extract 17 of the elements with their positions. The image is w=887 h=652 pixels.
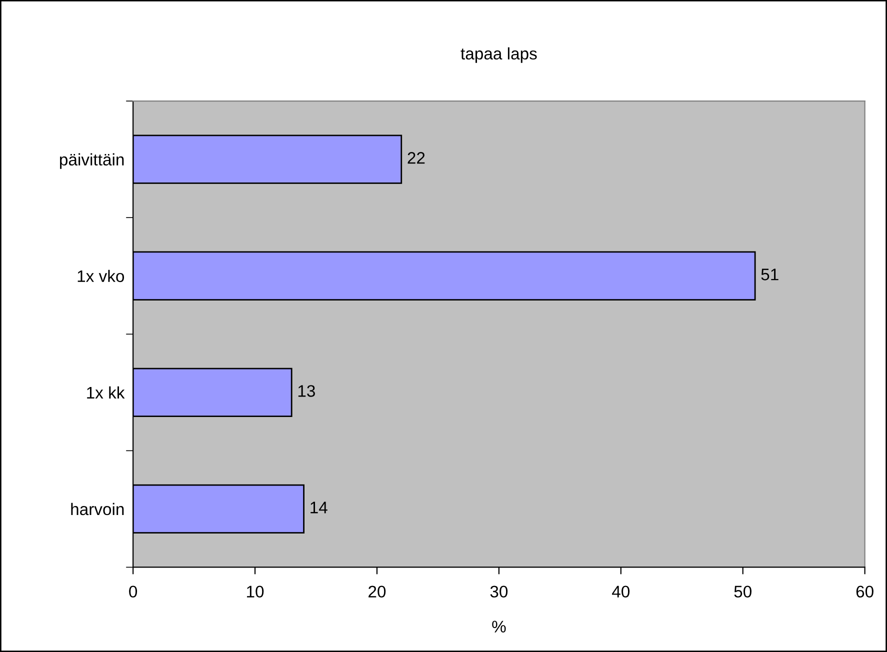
x-tick-label: 10	[247, 586, 264, 598]
x-tick-label: 60	[856, 586, 874, 598]
x-tick-label: 0	[129, 586, 138, 598]
x-tick-label: 40	[612, 586, 630, 598]
data-label: 22	[408, 152, 425, 164]
x-tick-label: 30	[490, 586, 508, 598]
y-tick-label: 1x vko	[78, 270, 124, 282]
x-tick-label: 20	[368, 586, 386, 598]
data-label: 14	[310, 502, 328, 514]
chart-title: tapaa laps	[460, 47, 537, 63]
x-axis-title: %	[492, 620, 506, 632]
data-label: 51	[761, 268, 778, 280]
x-tick-label: 50	[734, 586, 752, 598]
data-label: 13	[298, 385, 315, 397]
y-tick-label: päivittäin	[60, 153, 124, 169]
y-tick-label: harvoin	[71, 502, 124, 516]
y-tick-label: 1x kk	[87, 386, 125, 398]
